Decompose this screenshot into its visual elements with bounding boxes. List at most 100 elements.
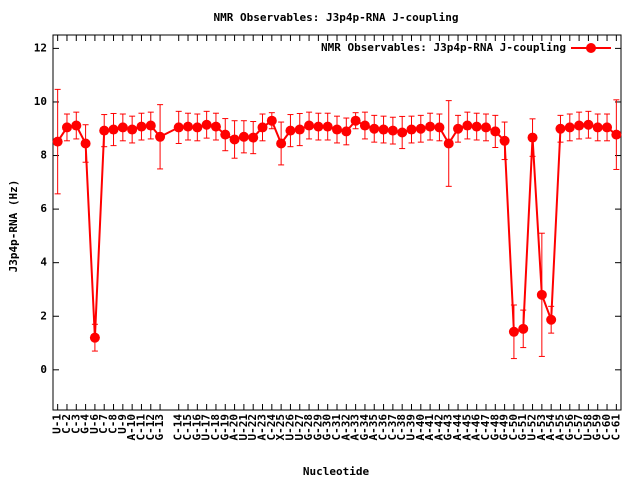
point: [387, 125, 398, 136]
chart-title: NMR Observables: J3p4p-RNA J-coupling: [213, 11, 458, 24]
x-tick-label: A-44: [451, 414, 464, 441]
x-tick-label: C-8: [107, 414, 120, 434]
point: [480, 122, 491, 133]
x-tick-label: G-30: [321, 414, 334, 441]
point: [322, 121, 333, 132]
point: [313, 121, 324, 132]
x-tick-label: G-28: [302, 414, 315, 441]
point: [89, 332, 100, 343]
point: [332, 124, 342, 135]
y-tick-label: 2: [40, 309, 47, 322]
point: [201, 119, 212, 130]
legend-label: NMR Observables: J3p4p-RNA J-coupling: [321, 41, 566, 54]
point: [108, 124, 119, 135]
point: [294, 124, 305, 135]
x-tick-label: U-22: [246, 414, 259, 441]
y-tick-label: 0: [40, 363, 47, 376]
point: [369, 123, 380, 134]
x-tick-label: C-61: [609, 414, 622, 441]
point: [574, 120, 585, 131]
x-tick-label: C-15: [181, 414, 194, 441]
x-tick-label: U-52: [526, 414, 539, 441]
x-tick-label: C-7: [97, 414, 110, 434]
point: [99, 125, 110, 136]
point: [378, 124, 389, 135]
point: [117, 122, 128, 133]
point: [359, 120, 370, 131]
x-tick-label: C-60: [600, 414, 613, 441]
point: [173, 122, 184, 133]
x-tick-label: G-16: [190, 414, 203, 441]
point: [285, 125, 296, 136]
point: [229, 134, 240, 145]
x-tick-label: A-20: [228, 414, 241, 441]
x-tick-label: U-27: [293, 414, 306, 441]
point: [192, 122, 203, 133]
x-tick-label: C-36: [377, 414, 390, 441]
point: [499, 135, 510, 146]
point: [52, 136, 63, 147]
point: [80, 138, 91, 149]
point: [583, 119, 594, 130]
point: [276, 138, 287, 149]
point: [341, 126, 352, 137]
point: [471, 121, 482, 132]
point: [220, 129, 231, 140]
point: [490, 126, 501, 137]
x-tick-label: C-37: [386, 414, 399, 441]
point: [155, 131, 166, 142]
point: [546, 314, 557, 325]
point: [145, 120, 156, 131]
x-tick-label: A-46: [470, 414, 483, 441]
point: [536, 289, 547, 300]
x-tick-label: C-18: [209, 414, 222, 441]
x-axis-label: Nucleotide: [303, 465, 370, 478]
point: [555, 123, 566, 134]
y-tick-label: 4: [40, 256, 47, 269]
point: [183, 121, 194, 132]
x-tick-label: U-17: [200, 414, 213, 441]
plot-frame: [52, 34, 622, 411]
x-tick-label: X-25: [274, 414, 287, 441]
point: [462, 120, 473, 131]
x-tick-label: A-55: [553, 414, 566, 441]
x-tick-label: C-47: [479, 414, 492, 441]
point: [453, 123, 464, 134]
point: [257, 122, 268, 133]
x-tick-label: G-48: [488, 414, 501, 441]
point: [443, 138, 454, 149]
point: [127, 124, 138, 135]
y-tick-label: 10: [34, 95, 47, 108]
x-tick-label: A-33: [349, 414, 362, 441]
point: [248, 132, 259, 143]
x-tick-label: C-11: [134, 414, 147, 441]
x-tick-label: A-42: [432, 414, 445, 441]
x-tick-label: A-23: [256, 414, 269, 441]
x-tick-label: U-58: [581, 414, 594, 441]
x-tick-label: C-24: [265, 414, 278, 441]
y-axis-label: J3p4p-RNA (Hz): [7, 180, 20, 273]
x-tick-label: G-13: [153, 414, 166, 441]
x-tick-label: G-4: [79, 414, 92, 434]
x-tick-label: C-3: [69, 414, 82, 434]
point: [210, 121, 221, 132]
x-tick-label: C-57: [572, 414, 585, 441]
legend-marker: [586, 43, 596, 53]
x-tick-label: A-10: [125, 414, 138, 441]
point: [397, 127, 408, 138]
point: [406, 124, 417, 135]
point: [266, 115, 277, 126]
x-tick-label: U-21: [237, 414, 250, 441]
y-tick-label: 12: [34, 41, 47, 54]
point: [592, 122, 603, 133]
point: [304, 120, 315, 131]
y-tick-label: 6: [40, 202, 47, 215]
x-tick-label: G-49: [498, 414, 511, 441]
x-tick-label: A-35: [367, 414, 380, 441]
x-tick-label: G-56: [563, 414, 576, 441]
x-tick-label: A-45: [460, 414, 473, 441]
x-tick-label: C-14: [172, 414, 185, 441]
x-tick-label: C-31: [330, 414, 343, 441]
point: [602, 122, 613, 133]
